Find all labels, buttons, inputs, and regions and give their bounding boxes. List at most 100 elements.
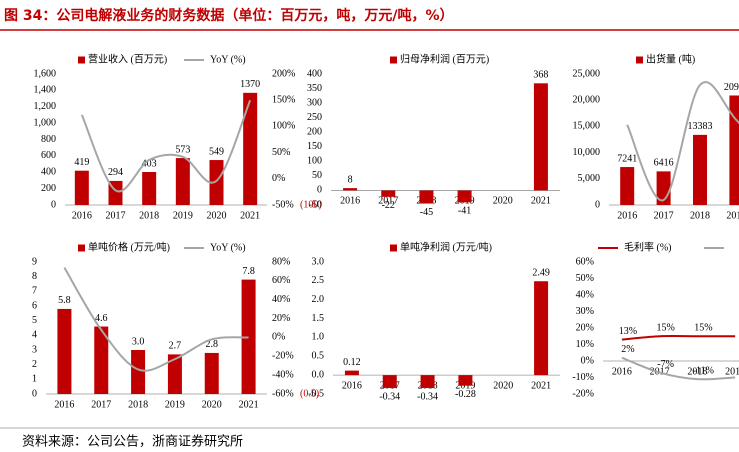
x-tick-label: 2020: [493, 196, 513, 207]
y-tick-label: 200: [307, 127, 322, 138]
y-tick-label: -50: [309, 199, 322, 210]
y2-tick-label: 0%: [272, 332, 285, 343]
y-tick-label: 100: [307, 156, 322, 167]
x-tick-label: 2017: [654, 210, 674, 221]
bar: [167, 354, 182, 394]
y2-tick-label: 100%: [272, 121, 295, 132]
data-label: 20901: [724, 82, 739, 93]
y-tick-label: 3.0: [312, 256, 325, 267]
y-tick-label: 4: [32, 330, 37, 341]
bar: [243, 92, 258, 205]
legend-swatch: [636, 56, 643, 64]
bar: [142, 172, 157, 205]
line: [621, 356, 736, 381]
x-tick-label: 2017: [91, 399, 111, 410]
y2-tick-label: 200%: [272, 68, 295, 79]
data-label: -0.34: [417, 391, 438, 402]
data-label: 7.8: [242, 266, 255, 277]
bar: [204, 352, 219, 394]
legend-swatch: [390, 56, 397, 64]
y-tick-label: 400: [307, 68, 322, 79]
data-label: 549: [209, 146, 224, 157]
legend-swatch: [78, 244, 85, 252]
y2-tick-label: 20%: [272, 313, 290, 324]
y-tick-label: 0: [51, 199, 56, 210]
y-tick-label: 25,000: [573, 68, 601, 79]
data-label: 6416: [654, 158, 674, 169]
bar: [420, 375, 435, 388]
x-tick-label: 2016: [54, 399, 74, 410]
legend-label: 营业收入 (百万元): [88, 52, 167, 65]
x-tick-label: 2018: [690, 210, 710, 221]
bar: [57, 308, 72, 394]
legend-label: 归母净利润 (百万元): [400, 52, 489, 65]
y-tick-label: 600: [41, 150, 56, 161]
legend-swatch: [390, 244, 397, 252]
y-tick-label: 3: [32, 344, 37, 355]
y-tick-label: 10,000: [573, 147, 601, 158]
data-label: -41: [458, 206, 471, 217]
y-tick-label: 200: [41, 183, 56, 194]
data-label: 13%: [619, 326, 637, 337]
data-label: -11%: [693, 365, 714, 376]
data-label: 4.6: [95, 313, 108, 324]
y2-tick-label: 0%: [272, 173, 285, 184]
data-label: 294: [108, 167, 123, 178]
y-tick-label: 350: [307, 83, 322, 94]
bar: [94, 326, 109, 394]
y2-tick-label: 60%: [272, 275, 290, 286]
x-tick-label: 2019: [173, 210, 193, 221]
data-label: 15%: [656, 323, 674, 334]
y-tick-label: 0: [595, 199, 600, 210]
x-tick-label: 2021: [239, 399, 259, 410]
y-tick-label: 30%: [576, 306, 594, 317]
data-label: 7241: [617, 153, 637, 164]
bar: [209, 160, 224, 205]
y-tick-label: 1,600: [34, 68, 57, 79]
x-tick-label: 2021: [531, 196, 551, 207]
data-label: 419: [74, 157, 89, 168]
x-tick-label: 2016: [342, 380, 362, 391]
y-tick-label: 50: [312, 170, 322, 181]
data-label: 2.7: [169, 341, 182, 352]
legend-label: 出货量 (吨): [646, 52, 695, 65]
y-tick-label: 9: [32, 256, 37, 267]
y2-tick-label: -40%: [272, 369, 294, 380]
bar: [343, 188, 358, 191]
y-tick-label: 8: [32, 271, 37, 282]
y-tick-label: 2: [32, 359, 37, 370]
x-tick-label: 2018: [687, 366, 707, 377]
bar: [693, 134, 707, 205]
legend-label: 单吨净利润 (万元/吨): [400, 240, 492, 253]
data-label: 8: [348, 174, 353, 185]
bar: [458, 375, 473, 386]
y-tick-label: 5: [32, 315, 37, 326]
annotation: (100): [300, 199, 322, 210]
x-tick-label: 2017: [378, 196, 398, 207]
y-tick-label: 20,000: [573, 94, 601, 105]
figure-title: 图 34：公司电解液业务的财务数据（单位：百万元，吨，万元/吨，%）: [4, 7, 454, 24]
x-tick-label: 2017: [106, 210, 126, 221]
bar: [241, 279, 256, 394]
bar: [381, 190, 396, 197]
y-tick-label: 50%: [576, 273, 594, 284]
bar: [419, 190, 434, 204]
x-tick-label: 2018: [128, 399, 148, 410]
x-tick-label: 2016: [340, 196, 360, 207]
y-tick-label: 0: [32, 388, 37, 399]
legend-label: 毛利率 (%): [624, 240, 672, 253]
data-label: 3.0: [132, 336, 145, 347]
bar: [175, 158, 190, 205]
data-label: -45: [420, 207, 433, 218]
bar: [620, 167, 635, 205]
y-tick-label: 7: [32, 286, 37, 297]
x-tick-label: 2016: [612, 366, 632, 377]
y-tick-label: -20%: [572, 388, 594, 399]
y-tick-label: 15,000: [573, 121, 601, 132]
data-label: 0.12: [343, 357, 361, 368]
x-tick-label: 2020: [207, 210, 227, 221]
y-tick-label: 1: [32, 374, 37, 385]
y-tick-label: 20%: [576, 322, 594, 333]
y2-tick-label: 40%: [272, 294, 290, 305]
x-tick-label: 2021: [531, 380, 551, 391]
